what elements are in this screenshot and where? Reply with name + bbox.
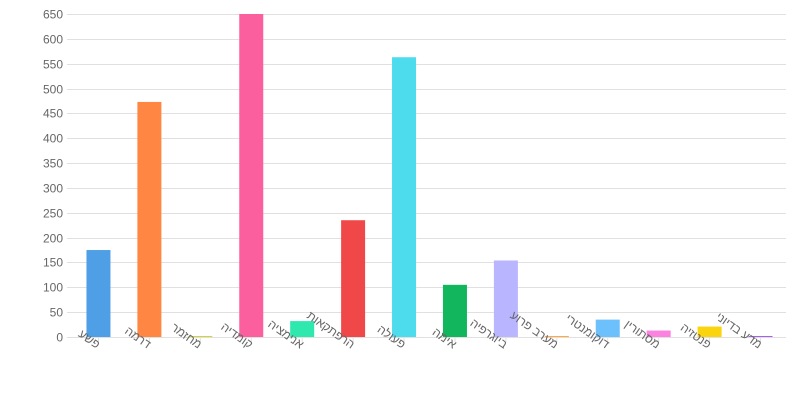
y-tick-label: 650 — [43, 8, 63, 22]
gridlines — [67, 14, 786, 338]
bars — [86, 14, 773, 338]
bar[interactable] — [748, 336, 773, 338]
y-tick-label: 100 — [43, 281, 63, 295]
bar[interactable] — [595, 319, 620, 337]
y-tick-label: 250 — [43, 207, 63, 221]
x-tick-label: פנטזיה — [678, 320, 714, 351]
y-tick-label: 0 — [56, 331, 63, 345]
y-tick-label: 450 — [43, 107, 63, 121]
bar[interactable] — [341, 220, 366, 337]
bar[interactable] — [86, 250, 111, 337]
y-tick-label: 150 — [43, 256, 63, 270]
bar[interactable] — [544, 336, 569, 338]
y-tick-label: 550 — [43, 58, 63, 72]
bar[interactable] — [442, 284, 467, 337]
y-tick-label: 400 — [43, 132, 63, 146]
bar[interactable] — [392, 57, 417, 337]
y-tick-label: 300 — [43, 182, 63, 196]
bar[interactable] — [239, 14, 264, 337]
y-tick-label: 500 — [43, 83, 63, 97]
y-tick-label: 200 — [43, 232, 63, 246]
y-tick-label: 350 — [43, 157, 63, 171]
bar[interactable] — [290, 321, 315, 337]
bar[interactable] — [646, 330, 671, 337]
y-tick-label: 600 — [43, 33, 63, 47]
bar[interactable] — [697, 326, 722, 337]
y-axis: 0 50 100 150 200 250 300 350 400 450 500 550 600 650 — [43, 8, 63, 345]
x-tick-label: מחזמר — [168, 320, 204, 351]
bar[interactable] — [493, 260, 518, 337]
bar[interactable] — [137, 101, 162, 338]
y-tick-label: 50 — [50, 306, 64, 320]
bar[interactable] — [188, 336, 213, 338]
